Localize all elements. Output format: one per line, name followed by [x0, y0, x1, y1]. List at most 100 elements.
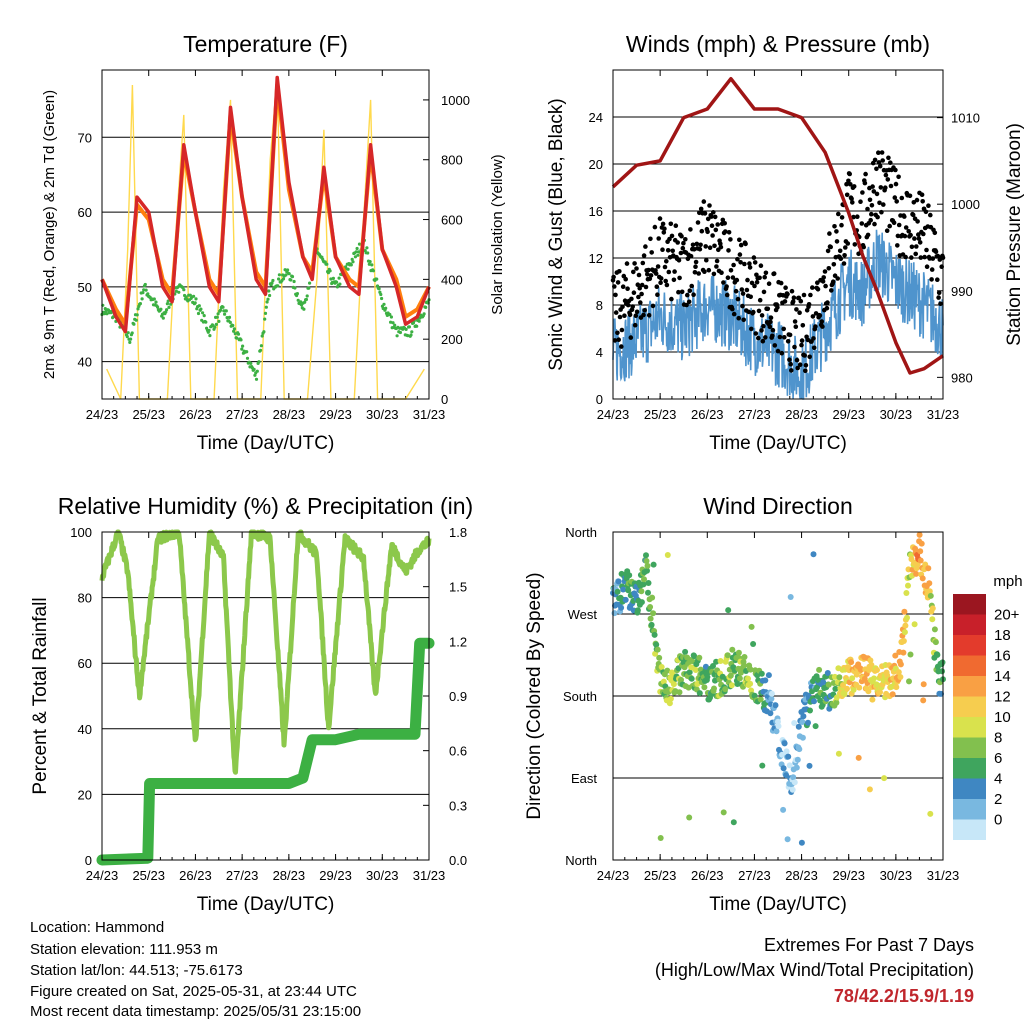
- gust-point: [858, 199, 863, 204]
- gust-point: [712, 243, 717, 249]
- direction-point: [911, 621, 918, 628]
- gust-point: [802, 353, 807, 358]
- gust-point: [772, 343, 778, 348]
- dewpoint-point: [346, 267, 350, 271]
- direction-point: [806, 762, 813, 769]
- direction-point: [833, 694, 840, 701]
- direction-point: [932, 639, 939, 646]
- dewpoint-point: [355, 246, 359, 251]
- gust-point: [689, 283, 694, 289]
- y2-tick-label: 0.9: [449, 689, 467, 704]
- dewpoint-point: [331, 276, 335, 280]
- direction-point: [775, 723, 782, 730]
- gust-point: [800, 323, 806, 328]
- gust-point: [874, 166, 879, 172]
- gust-point: [643, 244, 648, 249]
- gust-point: [868, 217, 873, 223]
- x-tick-label: 31/23: [927, 407, 960, 422]
- direction-point: [866, 786, 873, 793]
- gust-point: [713, 227, 719, 233]
- gust-point: [680, 245, 686, 251]
- gust-point: [877, 200, 882, 206]
- legend-swatch: [953, 778, 986, 799]
- gust-point: [885, 177, 891, 182]
- direction-point: [939, 668, 945, 675]
- dewpoint-point: [197, 304, 201, 308]
- gust-point: [738, 242, 744, 248]
- direction-point: [857, 666, 864, 673]
- gust-point: [888, 160, 893, 165]
- gust-point: [859, 221, 865, 226]
- direction-point: [812, 723, 819, 730]
- gust-point: [709, 214, 714, 219]
- legend-swatch: [953, 594, 986, 615]
- gust-point: [691, 292, 696, 298]
- gust-point: [737, 252, 743, 257]
- y2-tick-label: 1010: [951, 111, 980, 126]
- y2-axis-label: Solar Insolation (Yellow): [489, 154, 506, 314]
- direction-point: [781, 740, 788, 747]
- legend-swatch: [953, 717, 986, 738]
- gust-point: [715, 222, 720, 227]
- x-tick-label: 29/23: [319, 407, 352, 422]
- gust-point: [669, 296, 674, 302]
- dewpoint-point: [204, 320, 208, 324]
- gust-point: [761, 323, 766, 329]
- dewpoint-point: [249, 361, 253, 365]
- y2-tick-label: 800: [441, 153, 463, 168]
- y2-tick-label: 0.3: [449, 798, 467, 813]
- gust-point: [721, 280, 726, 285]
- gust-point: [664, 259, 669, 264]
- gust-point: [758, 263, 764, 269]
- gust-point: [670, 248, 675, 254]
- direction-point: [901, 608, 908, 615]
- gust-point: [620, 284, 626, 290]
- gust-point: [656, 236, 661, 241]
- dewpoint-point: [263, 317, 267, 321]
- direction-point: [691, 653, 698, 660]
- direction-point: [905, 582, 911, 589]
- direction-point: [620, 586, 627, 593]
- dewpoint-point: [134, 318, 138, 322]
- gust-point: [753, 331, 759, 336]
- dewpoint-point: [125, 335, 129, 339]
- y-tick-label: 50: [78, 280, 92, 295]
- direction-point: [622, 596, 629, 603]
- gust-point: [630, 304, 635, 309]
- dewpoint-point: [293, 286, 297, 290]
- dewpoint-point: [406, 334, 410, 338]
- gust-point: [804, 308, 810, 313]
- gust-point: [711, 271, 717, 277]
- gust-point: [783, 285, 788, 291]
- gust-point: [821, 275, 826, 280]
- gust-point: [686, 299, 692, 305]
- dewpoint-point: [223, 312, 227, 316]
- dewpoint-point: [159, 307, 163, 311]
- x-tick-label: 30/23: [366, 868, 399, 883]
- x-tick-label: 28/23: [785, 407, 818, 422]
- direction-point: [900, 638, 907, 644]
- gust-point: [839, 222, 844, 228]
- dewpoint-point: [146, 292, 150, 296]
- recent-timestamp-text: Most recent data timestamp: 2025/05/31 2…: [30, 1003, 362, 1020]
- gust-point: [843, 245, 848, 250]
- direction-point: [850, 686, 857, 693]
- plot-frame: [101, 69, 430, 400]
- dewpoint-point: [265, 300, 269, 304]
- gust-point: [655, 264, 661, 269]
- gust-point: [692, 270, 698, 275]
- gust-point: [718, 244, 724, 250]
- dewpoint-point: [217, 319, 221, 323]
- direction-point: [729, 646, 736, 653]
- gust-point: [675, 240, 680, 245]
- gust-point: [813, 324, 818, 329]
- direction-point: [768, 690, 775, 697]
- gust-point: [735, 256, 740, 262]
- gust-point: [880, 158, 885, 163]
- direction-point: [735, 649, 742, 656]
- dewpoint-series: [100, 238, 431, 381]
- gust-point: [646, 313, 652, 318]
- dewpoint-point: [266, 297, 270, 301]
- dewpoint-point: [260, 334, 264, 338]
- gust-point: [879, 209, 884, 215]
